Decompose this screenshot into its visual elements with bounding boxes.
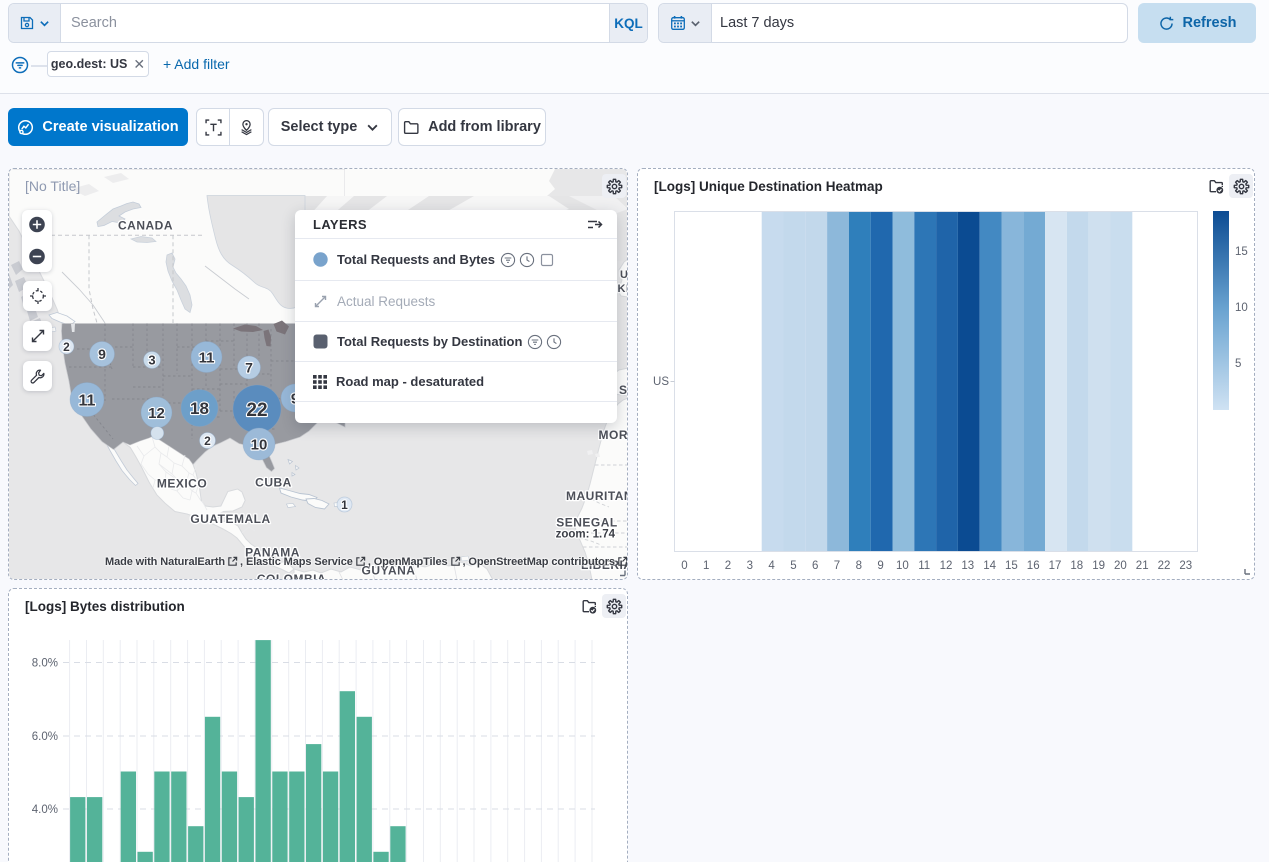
svg-text:19: 19: [1092, 560, 1105, 572]
svg-text:5: 5: [1235, 358, 1241, 370]
svg-text:0: 0: [681, 560, 687, 572]
svg-text:8: 8: [856, 560, 862, 572]
svg-text:10: 10: [251, 436, 268, 453]
svg-text:CANADA: CANADA: [118, 219, 173, 233]
svg-text:3: 3: [148, 353, 155, 368]
svg-text:PANAMA: PANAMA: [245, 546, 300, 560]
svg-text:15: 15: [1235, 246, 1248, 258]
svg-text:GUYANA: GUYANA: [362, 564, 416, 578]
svg-text:2: 2: [725, 560, 731, 572]
svg-text:CUBA: CUBA: [255, 476, 292, 490]
svg-text:23: 23: [1179, 560, 1192, 572]
svg-text:8.0%: 8.0%: [32, 658, 58, 670]
svg-text:MOROCCO: MOROCCO: [599, 428, 629, 442]
svg-text:LIBERIA: LIBERIA: [581, 558, 628, 572]
svg-text:21: 21: [1136, 560, 1149, 572]
svg-text:10: 10: [896, 560, 909, 572]
svg-text:7: 7: [245, 360, 253, 376]
svg-text:6.0%: 6.0%: [32, 731, 58, 743]
svg-text:zoom: 1.74: zoom: 1.74: [556, 529, 616, 541]
svg-text:12: 12: [940, 560, 953, 572]
svg-text:18: 18: [190, 399, 209, 418]
svg-text:11: 11: [918, 560, 930, 572]
svg-text:1: 1: [703, 560, 709, 572]
svg-text:9: 9: [98, 346, 106, 362]
svg-text:COLOMBIA: COLOMBIA: [257, 572, 326, 580]
svg-text:9: 9: [877, 560, 883, 572]
svg-text:2: 2: [204, 434, 211, 448]
svg-text:4: 4: [768, 560, 775, 572]
svg-text:KINGDOM: KINGDOM: [618, 283, 629, 295]
svg-text:2: 2: [63, 340, 70, 354]
svg-text:4.0%: 4.0%: [32, 804, 58, 816]
svg-text:13: 13: [961, 560, 974, 572]
svg-text:SPAIN: SPAIN: [619, 383, 628, 397]
svg-text:3: 3: [747, 560, 753, 572]
svg-text:1: 1: [341, 498, 348, 512]
svg-text:GUATEMALA: GUATEMALA: [190, 512, 270, 526]
svg-text:SENEGAL: SENEGAL: [556, 516, 618, 530]
svg-text:10: 10: [1235, 302, 1248, 314]
svg-text:20: 20: [1114, 560, 1127, 572]
svg-text:5: 5: [790, 560, 796, 572]
svg-text:15: 15: [1005, 560, 1018, 572]
svg-text:16: 16: [1027, 560, 1040, 572]
svg-text:14: 14: [983, 560, 996, 572]
svg-text:7: 7: [834, 560, 840, 572]
svg-text:MEXICO: MEXICO: [157, 477, 207, 491]
svg-text:UNITED: UNITED: [620, 269, 628, 281]
svg-text:22: 22: [1158, 560, 1171, 572]
svg-text:6: 6: [812, 560, 818, 572]
svg-text:22: 22: [246, 400, 267, 421]
svg-text:11: 11: [199, 349, 215, 366]
svg-text:US: US: [653, 376, 669, 388]
svg-text:17: 17: [1049, 560, 1062, 572]
svg-text:12: 12: [148, 405, 165, 422]
svg-text:11: 11: [79, 392, 96, 409]
svg-text:18: 18: [1070, 560, 1083, 572]
svg-text:MAURITANIA: MAURITANIA: [566, 489, 628, 503]
